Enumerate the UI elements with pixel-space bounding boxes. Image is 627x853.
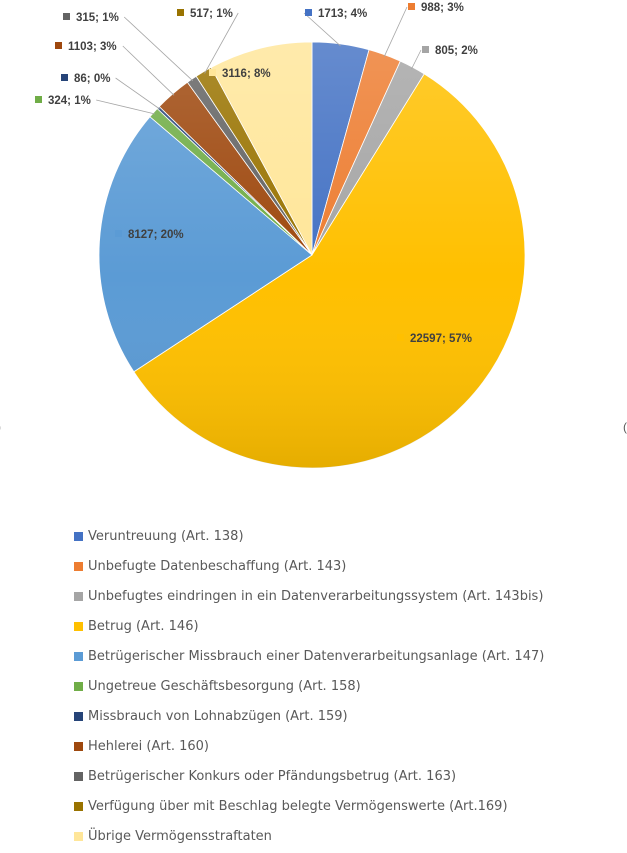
leader-line (122, 45, 175, 96)
legend-item-betrug: Betrug (Art. 146) (74, 611, 544, 641)
legend-label: Betrügerischer Missbrauch einer Datenver… (88, 648, 545, 664)
legend-item-unbefugtes-eindringen: Unbefugtes eindringen in ein Datenverarb… (74, 581, 544, 611)
data-label-marker (35, 96, 42, 103)
legend-label: Betrügerischer Konkurs oder Pfändungsbet… (88, 768, 457, 784)
legend-swatch (74, 561, 83, 571)
legend-swatch (74, 741, 83, 751)
data-label: 315; 1% (76, 12, 119, 24)
data-label: 805; 2% (435, 45, 478, 57)
leader-line (383, 6, 408, 57)
leader-line (115, 77, 160, 110)
leader-line (204, 12, 239, 74)
legend-item-missbrauch-lohnabzuegen: Missbrauch von Lohnabzügen (Art. 159) (74, 701, 544, 731)
legend-item-beschlag-vermoegenswerte: Verfügung über mit Beschlag belegte Verm… (74, 791, 544, 821)
legend-label: Betrug (Art. 146) (88, 618, 199, 634)
legend-label: Hehlerei (Art. 160) (88, 738, 209, 754)
legend-item-konkurs-pfaendungsbetrug: Betrügerischer Konkurs oder Pfändungsbet… (74, 761, 544, 791)
legend-item-uebrige: Übrige Vermögensstraftaten (74, 821, 544, 851)
legend-swatch (74, 591, 83, 601)
data-label: 517; 1% (190, 8, 233, 20)
data-label: 988; 3% (421, 2, 464, 14)
legend-label: Übrige Vermögensstraftaten (88, 828, 272, 844)
legend-swatch (74, 621, 83, 631)
legend-label: Verfügung über mit Beschlag belegte Verm… (88, 798, 508, 814)
legend-swatch (74, 801, 83, 811)
legend-swatch (74, 771, 83, 781)
legend-label: Unbefugtes eindringen in ein Datenverarb… (88, 588, 544, 604)
data-label-marker (115, 230, 122, 237)
legend-item-unbefugte-datenbeschaffung: Unbefugte Datenbeschaffung (Art. 143) (74, 551, 544, 581)
legend-item-hehlerei: Hehlerei (Art. 160) (74, 731, 544, 761)
leader-line (411, 49, 422, 70)
data-label-marker (55, 42, 62, 49)
legend-swatch (74, 531, 83, 541)
legend-swatch (74, 681, 83, 691)
legend-swatch (74, 831, 83, 841)
data-label: 8127; 20% (128, 229, 184, 241)
legend-item-betruegerischer-missbrauch: Betrügerischer Missbrauch einer Datenver… (74, 641, 544, 671)
data-label-marker (422, 46, 429, 53)
data-label: 1713; 4% (318, 8, 367, 20)
legend-label: Unbefugte Datenbeschaffung (Art. 143) (88, 558, 347, 574)
data-label-marker (408, 3, 415, 10)
data-label: 3116; 8% (222, 68, 271, 80)
leader-line (303, 12, 341, 47)
legend-item-ungetreue-geschaeftsbesorgung: Ungetreue Geschäftsbesorgung (Art. 158) (74, 671, 544, 701)
data-label-marker (209, 69, 216, 76)
data-label-marker (397, 334, 404, 341)
edge-glyph-left: ) (0, 420, 1, 434)
data-label-marker (61, 74, 68, 81)
data-label-marker (305, 9, 312, 16)
legend-label: Veruntreuung (Art. 138) (88, 528, 244, 544)
legend: Veruntreuung (Art. 138) Unbefugte Datenb… (74, 521, 544, 851)
data-label: 22597; 57% (410, 333, 472, 345)
legend-swatch (74, 711, 83, 721)
legend-label: Missbrauch von Lohnabzügen (Art. 159) (88, 708, 348, 724)
legend-swatch (74, 651, 83, 661)
data-label: 86; 0% (74, 73, 110, 85)
edge-glyph-right: ( (623, 420, 627, 434)
data-label-marker (63, 13, 70, 20)
legend-item-veruntreuung: Veruntreuung (Art. 138) (74, 521, 544, 551)
data-label: 1103; 3% (68, 41, 117, 53)
data-label-marker (177, 9, 184, 16)
legend-label: Ungetreue Geschäftsbesorgung (Art. 158) (88, 678, 361, 694)
leader-line (123, 16, 194, 82)
data-label: 324; 1% (48, 95, 91, 107)
pie-chart: 1713; 4% 988; 3% 805; 2% 22597; 57% 8127; 20… (0, 2, 627, 469)
leader-line (96, 99, 156, 115)
